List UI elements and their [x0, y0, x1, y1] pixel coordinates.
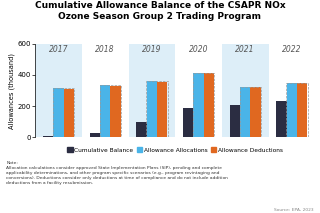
Bar	[53, 88, 74, 137]
Bar	[157, 82, 167, 137]
Bar	[147, 81, 157, 137]
Y-axis label: Allowances (thousand): Allowances (thousand)	[8, 53, 15, 128]
Bar	[193, 73, 204, 137]
Text: Source: EPA, 2023: Source: EPA, 2023	[274, 208, 314, 212]
Bar	[82, 44, 129, 137]
Bar	[129, 44, 175, 137]
Bar	[43, 136, 53, 137]
Legend: Cumulative Balance, Allowance Allocations, Allowance Deductions: Cumulative Balance, Allowance Allocation…	[65, 145, 285, 155]
Text: 2018: 2018	[95, 45, 115, 54]
Bar	[136, 122, 147, 137]
Bar	[53, 88, 64, 137]
Bar	[64, 89, 74, 137]
Bar	[100, 85, 110, 137]
Bar	[183, 108, 193, 137]
Bar	[35, 44, 82, 137]
Text: 2022: 2022	[282, 45, 302, 54]
Bar	[193, 73, 214, 137]
Bar	[250, 87, 260, 137]
Bar	[90, 134, 100, 137]
Text: Note:
Allocation calculations consider approved State Implementation Plans (SIP): Note: Allocation calculations consider a…	[6, 161, 228, 185]
Text: Cumulative Allowance Balance of the CSAPR NOx
Ozone Season Group 2 Trading Progr: Cumulative Allowance Balance of the CSAP…	[35, 1, 285, 21]
Bar	[222, 44, 268, 137]
Bar	[286, 83, 308, 137]
Bar	[175, 44, 222, 137]
Bar	[230, 105, 240, 137]
Bar	[276, 101, 287, 137]
Bar	[287, 83, 297, 137]
Bar	[240, 87, 250, 137]
Bar	[100, 85, 121, 137]
Bar	[268, 44, 315, 137]
Text: 2020: 2020	[189, 45, 208, 54]
Bar	[110, 86, 121, 137]
Text: 2017: 2017	[49, 45, 68, 54]
Bar	[240, 87, 261, 137]
Text: 2021: 2021	[236, 45, 255, 54]
Bar	[204, 73, 214, 137]
Text: 2019: 2019	[142, 45, 162, 54]
Bar	[146, 81, 168, 137]
Bar	[297, 83, 307, 137]
